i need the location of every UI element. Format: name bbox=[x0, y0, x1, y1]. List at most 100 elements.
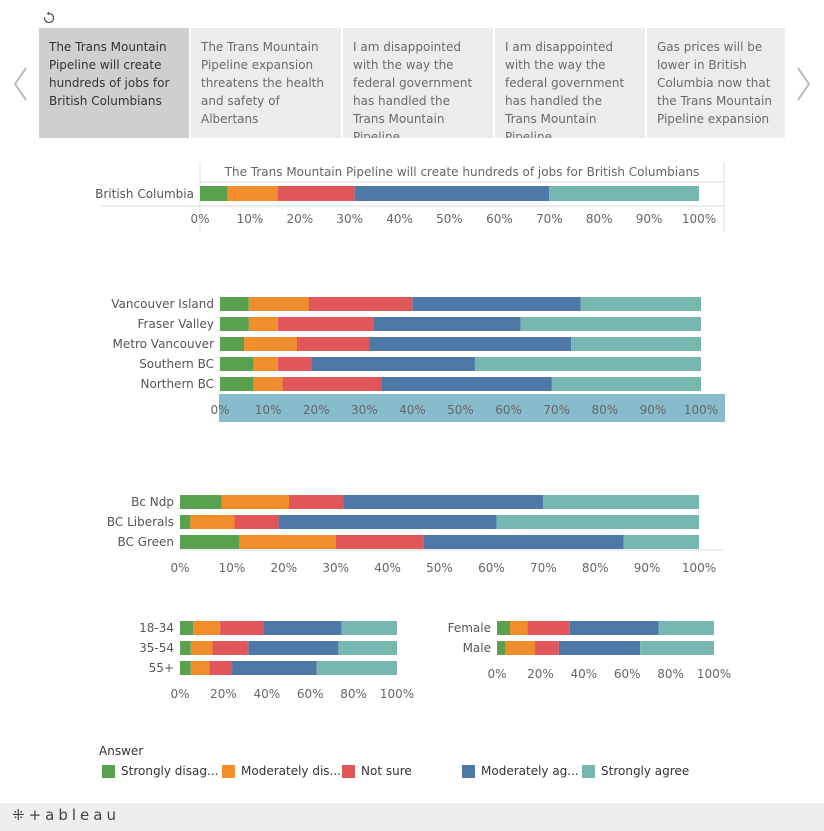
chevron-right-icon[interactable] bbox=[792, 64, 814, 104]
x-tick-label: 100% bbox=[682, 561, 716, 575]
bar-segment bbox=[474, 357, 701, 371]
bar-segment bbox=[640, 641, 714, 655]
bar-segment bbox=[227, 186, 278, 201]
category-label: 35-54 bbox=[139, 641, 174, 655]
x-tick-label: 30% bbox=[351, 403, 378, 417]
category-label: BC Liberals bbox=[107, 515, 174, 529]
bar-segment bbox=[423, 535, 624, 549]
bar-segment bbox=[221, 495, 289, 509]
footer-bar bbox=[0, 803, 824, 831]
bar-segment bbox=[244, 337, 297, 351]
chevron-left-icon[interactable] bbox=[10, 64, 32, 104]
charts-canvas: The Trans Mountain Pipeline will create … bbox=[95, 162, 731, 701]
bar-segment bbox=[263, 621, 342, 635]
category-label: BC Green bbox=[117, 535, 174, 549]
bar-segment bbox=[253, 357, 278, 371]
category-label: British Columbia bbox=[95, 187, 194, 201]
x-tick-label: 50% bbox=[447, 403, 474, 417]
tableau-logo-text: +ableau bbox=[28, 806, 120, 824]
x-tick-label: 100% bbox=[697, 667, 731, 681]
x-tick-label: 80% bbox=[657, 667, 684, 681]
bar-segment bbox=[180, 495, 222, 509]
bar-segment bbox=[496, 515, 699, 529]
bar-segment bbox=[220, 357, 254, 371]
x-tick-label: 60% bbox=[614, 667, 641, 681]
bar-segment bbox=[549, 186, 699, 201]
bar-segment bbox=[288, 495, 344, 509]
bar-segment bbox=[212, 641, 249, 655]
x-tick-label: 0% bbox=[170, 561, 189, 575]
x-tick-label: 80% bbox=[586, 212, 613, 226]
x-tick-label: 60% bbox=[495, 403, 522, 417]
bar-segment bbox=[316, 661, 397, 675]
bar-segment bbox=[277, 317, 374, 331]
legend-item-not-sure[interactable]: Not sure bbox=[342, 764, 412, 778]
bar-segment bbox=[277, 357, 312, 371]
category-label: Fraser Valley bbox=[138, 317, 214, 331]
bar-segment bbox=[623, 535, 699, 549]
revert-icon[interactable] bbox=[42, 11, 56, 25]
x-tick-label: 10% bbox=[237, 212, 264, 226]
bar-segment bbox=[338, 641, 397, 655]
category-label: Female bbox=[448, 621, 491, 635]
legend-item-moderately-agree[interactable]: Moderately ag... bbox=[462, 764, 579, 778]
bar-segment bbox=[335, 535, 424, 549]
bar-segment bbox=[180, 535, 240, 549]
chart-title: The Trans Mountain Pipeline will create … bbox=[224, 165, 700, 179]
bar-segment bbox=[369, 337, 572, 351]
x-tick-label: 70% bbox=[530, 561, 557, 575]
bar-segment bbox=[180, 515, 191, 529]
bar-segment bbox=[277, 186, 355, 201]
x-tick-label: 50% bbox=[426, 561, 453, 575]
bar-segment bbox=[248, 297, 309, 311]
bar-segment bbox=[412, 297, 581, 311]
bar-segment bbox=[232, 661, 317, 675]
x-tick-label: 100% bbox=[682, 212, 716, 226]
legend-item-moderately-disagree[interactable]: Moderately dis... bbox=[222, 764, 341, 778]
x-tick-label: 10% bbox=[255, 403, 282, 417]
x-tick-label: 70% bbox=[536, 212, 563, 226]
bar-segment bbox=[220, 621, 264, 635]
tableau-logo[interactable]: ⁜+ableau bbox=[12, 806, 120, 824]
bar-segment bbox=[253, 377, 283, 391]
bar-segment bbox=[381, 377, 552, 391]
bar-segment bbox=[220, 337, 245, 351]
bar-segment bbox=[209, 661, 233, 675]
bar-segment bbox=[180, 621, 194, 635]
x-tick-label: 100% bbox=[684, 403, 718, 417]
category-label: Vancouver Island bbox=[111, 297, 214, 311]
bar-segment bbox=[220, 317, 249, 331]
bar-segment bbox=[580, 297, 701, 311]
legend-label: Moderately ag... bbox=[481, 764, 579, 778]
legend-label: Not sure bbox=[361, 764, 412, 778]
legend-swatch bbox=[222, 764, 235, 778]
bar-segment bbox=[200, 186, 228, 201]
x-tick-label: 80% bbox=[582, 561, 609, 575]
x-tick-label: 40% bbox=[570, 667, 597, 681]
question-card[interactable]: Gas prices will be lower in British Colu… bbox=[647, 28, 785, 138]
question-card[interactable]: The Trans Mountain Pipeline expansion th… bbox=[191, 28, 341, 138]
bar-segment bbox=[520, 317, 701, 331]
legend-item-strongly-disagree[interactable]: Strongly disag... bbox=[102, 764, 218, 778]
x-tick-label: 20% bbox=[270, 561, 297, 575]
bar-segment bbox=[282, 377, 382, 391]
bar-segment bbox=[220, 377, 254, 391]
x-tick-label: 50% bbox=[436, 212, 463, 226]
bar-segment bbox=[505, 641, 535, 655]
x-tick-label: 30% bbox=[322, 561, 349, 575]
question-card[interactable]: The Trans Mountain Pipeline will create … bbox=[39, 28, 189, 138]
bar-segment bbox=[341, 621, 397, 635]
legend-item-strongly-agree[interactable]: Strongly agree bbox=[582, 764, 689, 778]
category-label: Metro Vancouver bbox=[113, 337, 215, 351]
bar-segment bbox=[551, 377, 701, 391]
bar-segment bbox=[190, 641, 213, 655]
x-tick-label: 60% bbox=[297, 687, 324, 701]
bar-segment bbox=[527, 621, 570, 635]
question-card[interactable]: I am disappointed with the way the feder… bbox=[343, 28, 493, 138]
bar-segment bbox=[569, 621, 659, 635]
bar-segment bbox=[239, 535, 336, 549]
category-label: Northern BC bbox=[141, 377, 215, 391]
question-card[interactable]: I am disappointed with the way the feder… bbox=[495, 28, 645, 138]
x-tick-label: 40% bbox=[386, 212, 413, 226]
legend-swatch bbox=[102, 764, 115, 778]
